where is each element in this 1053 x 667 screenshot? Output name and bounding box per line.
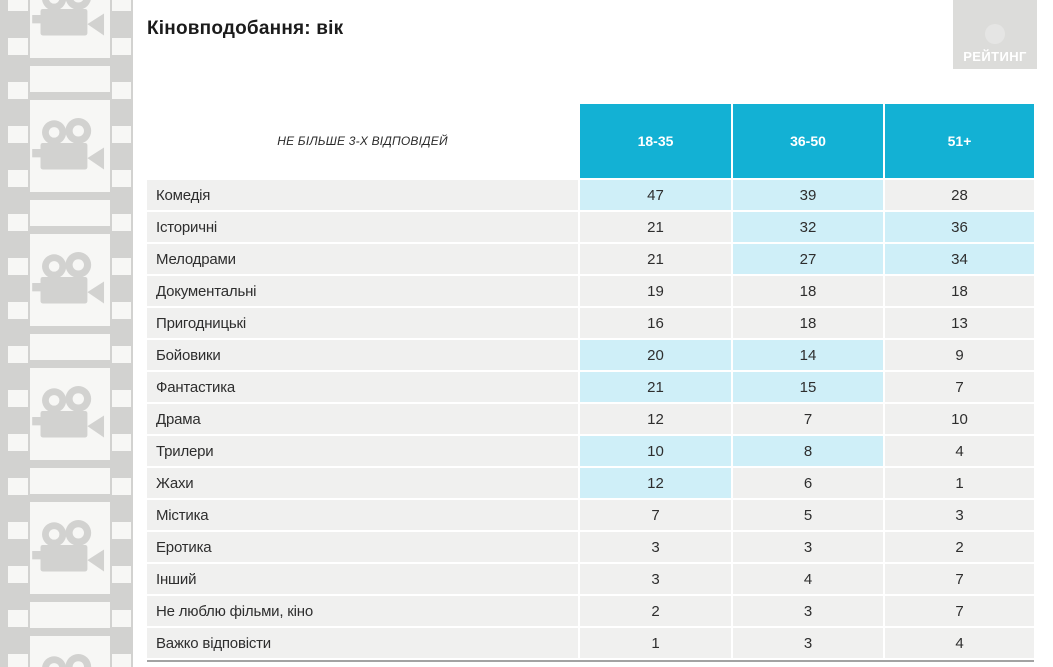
value-cell: 7 <box>885 596 1034 626</box>
film-frame <box>30 368 110 460</box>
genre-label: Жахи <box>147 468 578 498</box>
value-cell: 4 <box>733 564 883 594</box>
movie-camera-icon <box>42 654 92 667</box>
genre-label: Документальні <box>147 276 578 306</box>
value-cell: 21 <box>580 244 731 274</box>
value-cell: 16 <box>580 308 731 338</box>
value-cell: 3 <box>885 500 1034 530</box>
value-cell: 5 <box>733 500 883 530</box>
movie-camera-icon <box>32 520 105 572</box>
value-cell: 7 <box>885 372 1034 402</box>
table-bottom-rule <box>147 660 1034 662</box>
value-cell: 32 <box>733 212 883 242</box>
genre-label: Трилери <box>147 436 578 466</box>
column-header-51plus: 51+ <box>885 104 1034 178</box>
value-cell: 14 <box>733 340 883 370</box>
value-cell: 10 <box>885 404 1034 434</box>
genre-label: Бойовики <box>147 340 578 370</box>
movie-camera-icon <box>32 0 105 36</box>
rating-emblem-icon <box>985 24 1005 44</box>
value-cell: 15 <box>733 372 883 402</box>
film-frame <box>30 0 110 58</box>
value-cell: 18 <box>885 276 1034 306</box>
value-cell: 18 <box>733 276 883 306</box>
value-cell: 4 <box>885 436 1034 466</box>
genre-label: Драма <box>147 404 578 434</box>
value-cell: 36 <box>885 212 1034 242</box>
value-cell: 4 <box>885 628 1034 658</box>
genre-label: Комедія <box>147 180 578 210</box>
value-cell: 10 <box>580 436 731 466</box>
table-body: Комедія 47 39 28 Історичні 21 32 36 Мелодрами 21 2… <box>147 180 1034 658</box>
film-frames <box>30 0 110 667</box>
value-cell: 1 <box>885 468 1034 498</box>
value-cell: 19 <box>580 276 731 306</box>
rating-logo: РЕЙТИНГ <box>953 0 1037 69</box>
value-cell: 13 <box>885 308 1034 338</box>
value-cell: 12 <box>580 468 731 498</box>
value-cell: 3 <box>580 532 731 562</box>
film-frame-blank <box>30 200 110 226</box>
value-cell: 18 <box>733 308 883 338</box>
value-cell: 21 <box>580 212 731 242</box>
value-cell: 21 <box>580 372 731 402</box>
genre-label: Фантастика <box>147 372 578 402</box>
film-frame <box>30 100 110 192</box>
value-cell: 27 <box>733 244 883 274</box>
survey-note: НЕ БІЛЬШЕ 3-Х ВІДПОВІДЕЙ <box>277 134 448 148</box>
genre-label: Пригодницькі <box>147 308 578 338</box>
film-frame-blank <box>30 334 110 360</box>
value-cell: 3 <box>733 628 883 658</box>
preferences-table: НЕ БІЛЬШЕ 3-Х ВІДПОВІДЕЙ 18-35 36-50 51+… <box>147 104 1034 662</box>
genre-label: Важко відповісти <box>147 628 578 658</box>
film-frame-blank <box>30 602 110 628</box>
value-cell: 7 <box>885 564 1034 594</box>
film-frame-blank <box>30 468 110 494</box>
value-cell: 3 <box>580 564 731 594</box>
film-strip-decoration <box>0 0 133 667</box>
value-cell: 47 <box>580 180 731 210</box>
genre-label: Мелодрами <box>147 244 578 274</box>
table-header: НЕ БІЛЬШЕ 3-Х ВІДПОВІДЕЙ 18-35 36-50 51+ <box>147 104 1034 178</box>
movie-camera-icon <box>32 252 105 304</box>
value-cell: 8 <box>733 436 883 466</box>
value-cell: 7 <box>733 404 883 434</box>
value-cell: 9 <box>885 340 1034 370</box>
value-cell: 2 <box>885 532 1034 562</box>
value-cell: 39 <box>733 180 883 210</box>
value-cell: 6 <box>733 468 883 498</box>
value-cell: 3 <box>733 596 883 626</box>
genre-label: Не люблю фільми, кіно <box>147 596 578 626</box>
film-frame <box>30 502 110 594</box>
value-cell: 28 <box>885 180 1034 210</box>
value-cell: 34 <box>885 244 1034 274</box>
page-title: Кіновподобання: вік <box>147 18 344 39</box>
rating-logo-text: РЕЙТИНГ <box>963 49 1027 64</box>
genre-label: Містика <box>147 500 578 530</box>
film-frame-blank <box>30 66 110 92</box>
genre-label: Інший <box>147 564 578 594</box>
film-frame <box>30 636 110 667</box>
genre-label: Історичні <box>147 212 578 242</box>
value-cell: 3 <box>733 532 883 562</box>
genre-label: Еротика <box>147 532 578 562</box>
film-sprocket-holes-left <box>8 0 28 667</box>
value-cell: 12 <box>580 404 731 434</box>
value-cell: 1 <box>580 628 731 658</box>
column-header-18-35: 18-35 <box>580 104 731 178</box>
film-sprocket-holes-right <box>112 0 131 667</box>
value-cell: 20 <box>580 340 731 370</box>
movie-camera-icon <box>32 386 105 438</box>
movie-camera-icon <box>32 118 105 170</box>
value-cell: 7 <box>580 500 731 530</box>
value-cell: 2 <box>580 596 731 626</box>
column-header-36-50: 36-50 <box>733 104 883 178</box>
film-frame <box>30 234 110 326</box>
